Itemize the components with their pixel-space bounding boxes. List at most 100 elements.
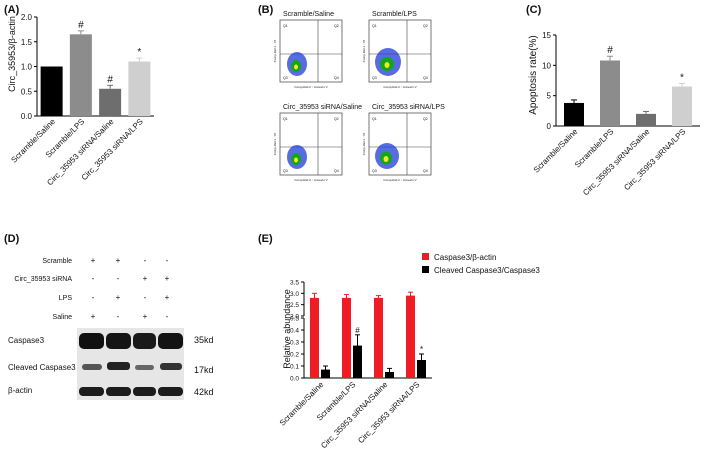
condition-sign: +	[143, 312, 148, 321]
flow-plot-frame	[368, 19, 432, 83]
flow-ylabel: Comp-Ref-1 :: PI	[362, 40, 366, 63]
chart-c: Apoptosis rate(%) 0 5 10 15 Scramble/Saline #…	[528, 31, 700, 197]
category-label: Circ_35953 siRNA/Saline	[581, 127, 652, 198]
panel-label-c: (C)	[526, 4, 542, 16]
y-tick-label: 0.2	[290, 352, 299, 359]
bar	[69, 34, 92, 117]
condition-sign: -	[117, 274, 120, 283]
condition-sign: +	[116, 256, 121, 265]
chart-e-ylabel: Relative abundance	[282, 289, 292, 369]
flow-density-peak	[294, 64, 298, 70]
flow-title: Circ_35953 siRNA/LPS	[372, 104, 445, 111]
flow-quadrant-label: Q2	[334, 24, 339, 28]
flow-ylabel: Comp-Ref-1 :: PI	[273, 40, 277, 63]
bar	[99, 88, 122, 116]
y-tick-label: 2.0	[21, 13, 33, 22]
y-tick-label: 0	[547, 122, 552, 131]
condition-label: Scramble	[42, 258, 72, 265]
condition-label: Circ_35953 siRNA	[14, 276, 72, 283]
flow-quadrant-label: Q2	[423, 24, 428, 28]
panel-label-a: (A)	[4, 4, 20, 16]
legend-label-caspase3: Caspase3/β-actin	[434, 253, 496, 262]
condition-sign: +	[165, 293, 170, 302]
flow-ylabel: Comp-Ref-1 :: PI	[273, 133, 277, 156]
y-tick-label: 0.4	[290, 328, 299, 335]
flow-plot: Circ_35953 siRNA/Saline Q1 Q2 Q3 Q4 Comp…	[273, 104, 362, 182]
flow-quadrant-label: Q1	[283, 24, 288, 28]
flow-quadrant-label: Q3	[372, 76, 377, 80]
legend-label-cleaved: Cleaved Caspase3/Caspase3	[434, 266, 540, 275]
beta-actin-band	[79, 387, 104, 396]
flow-quadrant-label: Q2	[334, 117, 339, 121]
caspase3-band	[106, 333, 131, 349]
condition-sign: -	[92, 274, 95, 283]
flow-quadrant-label: Q3	[283, 169, 288, 173]
flow-quadrant-label: Q1	[372, 24, 377, 28]
y-tick-label: 0.5	[21, 87, 33, 96]
band-size: 35kd	[194, 335, 214, 345]
flow-plot-frame	[368, 112, 432, 176]
flow-xlabel: Comp-Ref-2 :: Annexin V	[383, 178, 416, 182]
bar	[636, 113, 656, 126]
y-tick-label: 0.0	[290, 376, 299, 383]
significance-mark: #	[607, 45, 613, 56]
category-label: Circ_35953 siRNA/LPS	[80, 117, 145, 182]
flow-title: Circ_35953 siRNA/Saline	[283, 104, 362, 111]
panel-label-e: (E)	[258, 233, 273, 245]
condition-sign: +	[143, 274, 148, 283]
y-tick-label: 3.5	[290, 280, 299, 287]
flow-plot-frame	[279, 19, 343, 83]
bar	[672, 86, 692, 126]
chart-e-legend: Caspase3/β-actin Cleaved Caspase3/Caspas…	[422, 253, 540, 275]
flow-plot-frame	[279, 112, 343, 176]
condition-sign: +	[91, 312, 96, 321]
flow-cytometry-panel: Scramble/Saline Q1 Q2 Q3 Q4 Comp-Ref-2 :…	[273, 11, 445, 182]
bar	[600, 60, 620, 127]
y-tick-label: 3.0	[290, 291, 299, 298]
bar-cleaved-caspase3	[353, 345, 362, 378]
flow-plot: Circ_35953 siRNA/LPS Q1 Q2 Q3 Q4 Comp-Re…	[362, 104, 445, 182]
flow-xlabel: Comp-Ref-2 :: Annexin V	[294, 178, 327, 182]
chart-c-ylabel: Apoptosis rate(%)	[528, 35, 539, 114]
significance-mark: *	[137, 47, 141, 58]
y-tick-label: 10	[542, 61, 551, 70]
bar	[128, 61, 151, 116]
condition-sign: +	[91, 256, 96, 265]
band-label: Caspase3	[8, 336, 45, 345]
western-blot-panel: Scramble Circ_35953 siRNA LPS Saline + +…	[8, 256, 214, 400]
flow-quadrant-label: Q4	[423, 76, 428, 80]
flow-quadrant-label: Q4	[334, 76, 339, 80]
beta-actin-band	[158, 387, 183, 396]
y-tick-label: 0.5	[290, 316, 299, 323]
flow-plot: Scramble/Saline Q1 Q2 Q3 Q4 Comp-Ref-2 :…	[273, 11, 343, 89]
category-label: Scramble/Saline	[532, 127, 580, 175]
flow-quadrant-label: Q4	[423, 169, 428, 173]
flow-quadrant-label: Q1	[283, 117, 288, 121]
condition-sign: -	[166, 256, 169, 265]
cleaved-caspase3-band	[82, 364, 102, 370]
band-label: Cleaved Caspase3	[8, 363, 76, 372]
panel-label-d: (D)	[4, 233, 20, 245]
category-label: Circ_35953 siRNA/LPS	[356, 380, 421, 445]
flow-density-peak	[384, 62, 390, 68]
y-tick-label: 0.0	[21, 112, 33, 121]
category-label: Circ_35953 siRNA/LPS	[622, 127, 687, 192]
band-label: β-actin	[8, 386, 32, 395]
condition-sign: +	[116, 293, 121, 302]
caspase3-band	[133, 333, 156, 349]
bar-caspase3	[406, 295, 415, 378]
flow-plot: Scramble/LPS Q1 Q2 Q3 Q4 Comp-Ref-2 :: A…	[362, 11, 432, 89]
flow-quadrant-label: Q2	[423, 117, 428, 121]
condition-sign: +	[165, 274, 170, 283]
chart-a: Circ_35953/β-actin 0.00.51.01.52.0Scramb…	[7, 13, 154, 187]
caspase3-band	[158, 333, 183, 349]
y-tick-label: 1.5	[21, 38, 33, 47]
legend-swatch-cleaved	[422, 266, 429, 273]
flow-title: Scramble/LPS	[372, 11, 417, 18]
significance-mark: #	[355, 326, 360, 335]
y-tick-label: 0.3	[290, 340, 299, 347]
significance-mark: #	[107, 74, 113, 85]
condition-sign: -	[144, 256, 147, 265]
bar	[564, 102, 584, 126]
